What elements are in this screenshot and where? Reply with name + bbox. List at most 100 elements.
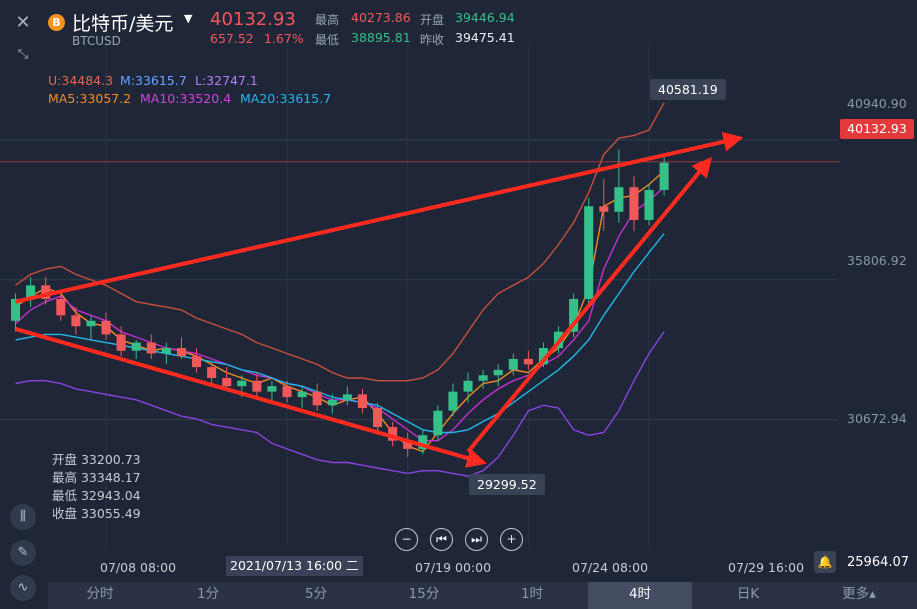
line-chart-icon[interactable]: ∿ xyxy=(10,575,36,601)
candle-body xyxy=(403,440,413,449)
candle-body xyxy=(418,435,428,449)
series-ma10 xyxy=(15,186,665,442)
crosshair-time: 2021/07/13 16:00 二 xyxy=(226,556,363,576)
tab-5min[interactable]: 5分 xyxy=(304,586,328,602)
ma10-label: MA10:33520.4 xyxy=(140,91,232,106)
annotation-arrow xyxy=(15,131,744,304)
candle-body xyxy=(342,394,352,400)
candle-body xyxy=(493,369,503,376)
boll-upper: U:34484.3 xyxy=(48,73,114,88)
zoom-out-icon[interactable]: − xyxy=(395,528,418,551)
ohlc-high: 最高 33348.17 xyxy=(52,470,141,485)
candle-body xyxy=(252,380,262,392)
interval-tabs: 分时 1分 5分 15分 1时 4时 日K 更多▴ xyxy=(48,582,917,609)
bell-icon[interactable]: 🔔 xyxy=(814,551,836,573)
candle-body xyxy=(207,367,217,379)
y-axis-label: 40940.90 xyxy=(847,96,907,111)
candle-body xyxy=(508,358,518,370)
candle-body xyxy=(312,391,322,406)
high-value: 40273.86 xyxy=(351,10,411,25)
pair-title[interactable]: 比特币/美元 xyxy=(72,13,174,35)
series-boll-l xyxy=(15,331,665,477)
candle-body xyxy=(71,315,81,327)
close-icon[interactable]: ✕ xyxy=(15,12,31,33)
y-axis-label: 30672.94 xyxy=(847,411,907,426)
candle-body xyxy=(569,298,579,332)
tab-1min[interactable]: 1分 xyxy=(196,586,220,602)
zoom-in-icon[interactable]: + xyxy=(500,528,523,551)
open-label: 开盘 xyxy=(420,13,445,27)
x-axis-label: 07/08 08:00 xyxy=(100,560,177,575)
candle-body xyxy=(192,356,202,368)
candle-body xyxy=(644,189,654,220)
candle-body xyxy=(41,285,51,299)
candle-body xyxy=(101,320,111,335)
candle-body xyxy=(116,334,126,351)
ohlc-low: 最低 32943.04 xyxy=(52,488,141,503)
tab-daily[interactable]: 日K xyxy=(736,586,760,602)
y-axis-label: 35806.92 xyxy=(847,253,907,268)
bitcoin-icon: B xyxy=(48,14,65,31)
ma20-label: MA20:33615.7 xyxy=(240,91,332,106)
skip-forward-icon[interactable]: ⏭ xyxy=(465,528,488,551)
x-axis-label: 07/29 16:00 xyxy=(728,560,805,575)
tab-fenshi[interactable]: 分时 xyxy=(86,586,114,602)
current-price-tag: 40132.93 xyxy=(840,119,914,139)
candle-icon[interactable]: ⫼ xyxy=(10,504,36,530)
candle-body xyxy=(523,358,533,365)
candle-body xyxy=(282,386,292,398)
x-axis-label: 07/24 08:00 xyxy=(572,560,649,575)
candle-body xyxy=(433,410,443,436)
collapse-icon[interactable]: ⤡ xyxy=(17,47,29,62)
candle-body xyxy=(176,348,186,357)
high-marker: 40581.19 xyxy=(650,79,726,100)
candle-body xyxy=(388,427,398,441)
ma5-label: MA5:33057.2 xyxy=(48,91,132,106)
candle-body xyxy=(56,298,66,316)
candle-body xyxy=(267,386,277,392)
candle-body xyxy=(357,394,367,409)
skip-back-icon[interactable]: ⏮ xyxy=(430,528,453,551)
low-value: 38895.81 xyxy=(351,30,411,45)
tab-4hour[interactable]: 4时 xyxy=(588,582,692,609)
high-label: 最高 xyxy=(315,13,340,27)
candle-body xyxy=(237,380,247,387)
candle-body xyxy=(448,391,458,411)
price-change-pct: 1.67% xyxy=(264,31,304,46)
candle-body xyxy=(146,342,156,354)
tab-15min[interactable]: 15分 xyxy=(408,586,440,602)
series-boll-u xyxy=(15,102,665,382)
pair-dropdown-icon[interactable]: ▼ xyxy=(184,12,193,25)
annotation-arrow xyxy=(466,156,712,453)
x-axis-label: 07/19 00:00 xyxy=(415,560,492,575)
low-marker: 29299.52 xyxy=(469,474,545,495)
ohlc-open: 开盘 33200.73 xyxy=(52,452,141,467)
candle-body xyxy=(599,206,609,212)
candle-body xyxy=(222,378,232,387)
boll-lower: L:32747.1 xyxy=(195,73,258,88)
candle-body xyxy=(614,187,624,212)
candle-body xyxy=(463,380,473,392)
candle-body xyxy=(86,320,96,327)
prev-close-label: 昨收 xyxy=(420,33,445,47)
pencil-icon[interactable]: ✎ xyxy=(10,540,36,566)
candle-body xyxy=(629,187,639,220)
candle-body xyxy=(11,298,21,321)
candle-body xyxy=(584,206,594,299)
last-price: 40132.93 xyxy=(210,9,296,30)
candle-body xyxy=(538,348,548,365)
tab-1hour[interactable]: 1时 xyxy=(520,586,544,602)
boll-middle: M:33615.7 xyxy=(120,73,187,88)
low-label: 最低 xyxy=(315,33,340,47)
candle-body xyxy=(131,342,141,351)
tab-more[interactable]: 更多▴ xyxy=(842,586,876,602)
annotation-arrow xyxy=(14,327,487,468)
open-value: 39446.94 xyxy=(455,10,515,25)
ohlc-close: 收盘 33055.49 xyxy=(52,506,141,521)
candle-body xyxy=(26,285,36,299)
candle-body xyxy=(659,162,669,190)
candle-body xyxy=(297,391,307,398)
candle-body xyxy=(478,375,488,381)
